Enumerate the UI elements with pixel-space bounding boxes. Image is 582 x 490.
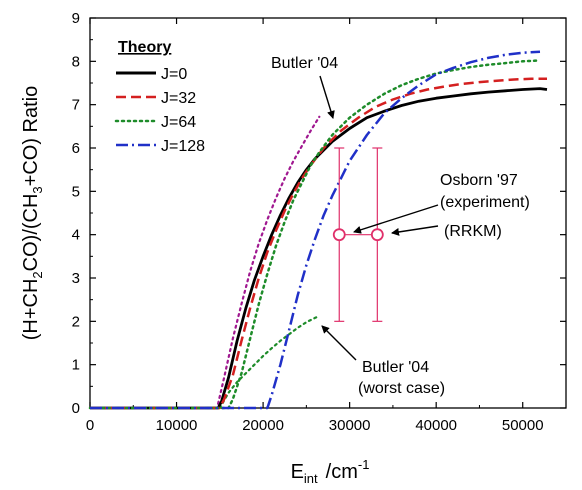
legend: Theory J=0 J=32 J=64 J=128 bbox=[116, 39, 205, 155]
legend-label: J=32 bbox=[161, 90, 196, 107]
legend-label: J=64 bbox=[161, 114, 196, 131]
x-tick-label: 20000 bbox=[242, 417, 284, 434]
y-tick-label: 1 bbox=[72, 357, 80, 374]
y-tick-label: 3 bbox=[72, 270, 80, 287]
x-axis-title-main: E bbox=[291, 461, 304, 483]
y-axis-title-part: CO)/(CH bbox=[20, 194, 42, 272]
arrow-butler-worst bbox=[322, 326, 356, 360]
annotation-osborn-line2: (experiment) bbox=[440, 194, 530, 211]
series-line-j32 bbox=[90, 79, 547, 408]
series-line-j0 bbox=[90, 89, 547, 408]
x-axis-title: Eint/cm-1 bbox=[291, 457, 370, 486]
x-axis-title-sub: int bbox=[304, 471, 318, 486]
y-tick-label: 7 bbox=[72, 97, 80, 114]
legend-label: J=0 bbox=[161, 66, 187, 83]
annotation-osborn-line3: (RRKM) bbox=[444, 223, 502, 240]
y-tick-label: 2 bbox=[72, 313, 80, 330]
annotation-osborn-line1: Osborn '97 bbox=[440, 172, 518, 189]
x-axis-title-unit: /cm bbox=[326, 461, 358, 483]
y-axis-title-part: +CO) Ratio bbox=[20, 86, 42, 187]
experiment-points bbox=[334, 148, 383, 321]
legend-label: J=128 bbox=[161, 138, 205, 155]
y-axis-title-part: 3 bbox=[30, 186, 45, 193]
annotation-butler: Butler '04 bbox=[271, 55, 338, 72]
y-tick-label: 5 bbox=[72, 183, 80, 200]
x-tick-label: 50000 bbox=[502, 417, 544, 434]
point-RRKM bbox=[372, 229, 383, 240]
curve-butler-worst bbox=[220, 316, 319, 408]
annotation-butler-worst-line1: Butler '04 bbox=[362, 359, 429, 376]
x-tick-label: 30000 bbox=[329, 417, 371, 434]
point-experiment bbox=[334, 229, 345, 240]
x-tick-label: 0 bbox=[86, 417, 94, 434]
y-axis-title-part: 2 bbox=[30, 271, 45, 278]
arrow-rrkm bbox=[392, 226, 438, 233]
y-tick-label: 4 bbox=[72, 227, 80, 244]
y-axis-title: (H+CH2CO)/(CH3+CO) Ratio bbox=[20, 86, 45, 341]
x-tick-label: 40000 bbox=[415, 417, 457, 434]
y-tick-label: 0 bbox=[72, 400, 80, 417]
y-tick-label: 8 bbox=[72, 53, 80, 70]
y-axis-title-part: (H+CH bbox=[20, 279, 42, 341]
y-tick-label: 9 bbox=[72, 10, 80, 27]
x-tick-label: 10000 bbox=[156, 417, 198, 434]
x-axis-title-sup: -1 bbox=[358, 457, 370, 472]
legend-title: Theory bbox=[118, 39, 171, 56]
arrow-butler bbox=[320, 76, 333, 118]
annotation-butler-worst-line2: (worst case) bbox=[358, 380, 445, 397]
y-tick-label: 6 bbox=[72, 140, 80, 157]
